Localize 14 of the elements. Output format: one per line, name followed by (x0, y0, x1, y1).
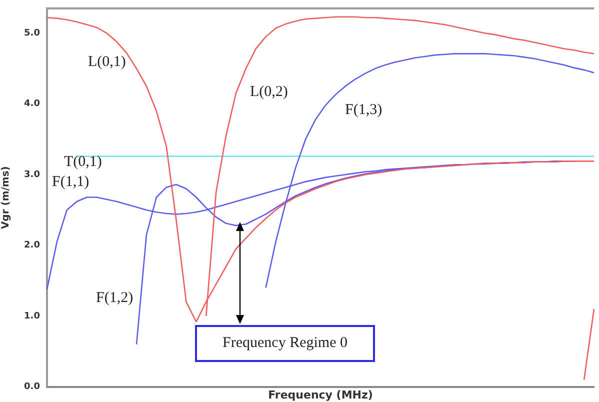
y-tick-label: 4.0 (24, 99, 40, 110)
y-tick-label: 3.0 (24, 170, 40, 180)
series-label: T(0,1) (64, 154, 102, 170)
series-label: F(1,3) (345, 102, 382, 118)
series-label: F(1,1) (52, 174, 90, 190)
y-axis-title: Vgr (m/ms) (0, 166, 12, 230)
series-label: L(0,1) (88, 54, 126, 70)
x-axis-title: Frequency (MHz) (268, 388, 373, 402)
y-tick-label: 2.0 (24, 240, 40, 251)
series-label: F(1,2) (96, 290, 134, 306)
y-tick-label: 5.0 (24, 28, 40, 38)
y-tick-label: 0.0 (24, 382, 40, 392)
series-label: L(0,2) (250, 84, 288, 100)
y-tick-label: 1.0 (24, 311, 40, 322)
